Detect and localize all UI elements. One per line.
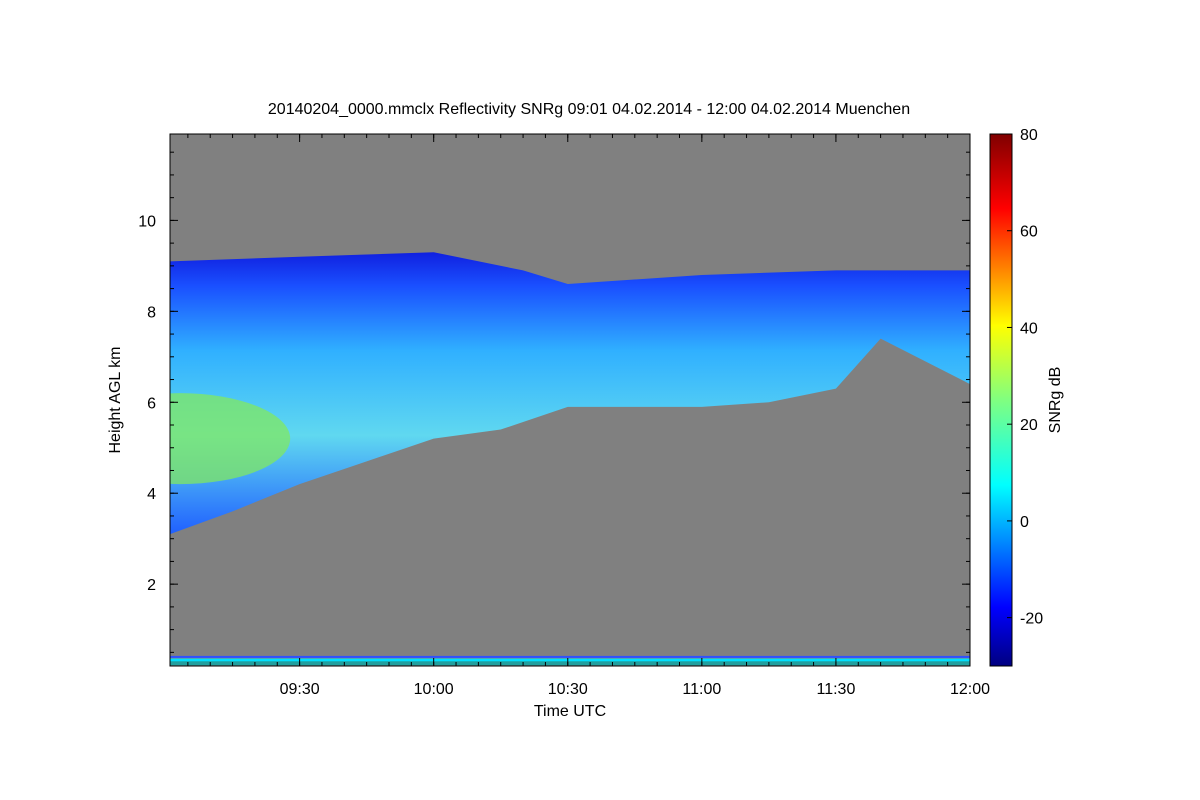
- x-tick-label-3: 11:00: [682, 681, 721, 698]
- x-tick-label-1: 10:00: [414, 681, 454, 698]
- plot-area: [169, 133, 971, 667]
- y-tick-label-1: 4: [147, 486, 156, 503]
- x-axis: 09:30 10:00 10:30 11:00 11:30 12:00: [187, 134, 990, 698]
- colorbar-tick-label-1: 0: [1020, 514, 1029, 531]
- x-axis-label: Time UTC: [534, 703, 606, 720]
- y-tick-label-0: 2: [147, 577, 156, 594]
- y-axis: 2 4 6 8 10: [138, 151, 970, 653]
- ground-clutter-band-0: [170, 658, 970, 663]
- cloud-layer: [170, 252, 970, 666]
- plot-frame: [169, 133, 971, 667]
- y-tick-label-2: 6: [147, 395, 156, 412]
- colorbar-tick-label-4: 60: [1020, 224, 1038, 241]
- x-tick-label-4: 11:30: [816, 681, 855, 698]
- x-tick-label-0: 09:30: [280, 681, 320, 698]
- colorbar-gradient: [989, 133, 1013, 667]
- cloud-echo: [170, 252, 970, 535]
- colorbar-label: SNRg dB: [1047, 367, 1064, 434]
- ground-clutter-band-2: [170, 655, 970, 658]
- colorbar-tick-label-0: -20: [1020, 611, 1043, 628]
- y-axis-label: Height AGL km: [107, 346, 124, 453]
- ground-clutter-band-1: [170, 661, 970, 666]
- x-tick-label-5: 12:00: [950, 681, 990, 698]
- y-tick-label-4: 10: [138, 213, 156, 230]
- colorbar: -20 0 20 40 60 80 SNRg dB: [989, 127, 1064, 667]
- y-tick-label-3: 8: [147, 304, 156, 321]
- colorbar-tick-label-3: 40: [1020, 320, 1038, 337]
- chart-title: 20140204_0000.mmclx Reflectivity SNRg 09…: [268, 101, 910, 118]
- colorbar-tick-label-5: 80: [1020, 127, 1038, 144]
- colorbar-ticks: -20 0 20 40 60 80: [1007, 127, 1043, 628]
- x-tick-label-2: 10:30: [548, 681, 588, 698]
- max-snr-region: [170, 393, 291, 485]
- colorbar-tick-label-2: 20: [1020, 417, 1038, 434]
